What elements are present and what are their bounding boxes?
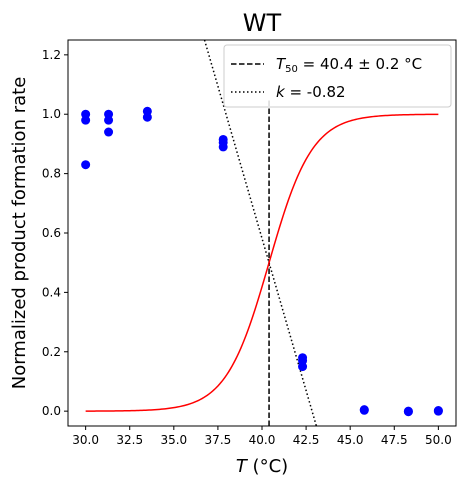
legend-k-symbol: k — [276, 83, 286, 101]
legend-t50-label: T50 = 40.4 ± 0.2 °C — [276, 55, 422, 75]
data-point — [104, 115, 114, 125]
x-tick-label: 47.5 — [381, 433, 408, 447]
legend: T50 = 40.4 ± 0.2 °C k = -0.82 — [223, 44, 452, 108]
legend-k-label: k = -0.82 — [276, 83, 346, 101]
x-tick-label: 37.5 — [205, 433, 232, 447]
y-tick-label: 0.4 — [42, 285, 61, 299]
data-point — [359, 405, 369, 415]
x-axis-label-symbol: T — [236, 456, 249, 477]
legend-t50-subscript: 50 — [285, 64, 298, 75]
legend-t50-symbol: T — [276, 55, 287, 73]
y-axis-ticks: 0.0 0.2 0.4 0.6 0.8 1.0 1.2 — [42, 48, 68, 418]
x-tick-label: 30.0 — [72, 433, 99, 447]
data-point — [142, 112, 152, 122]
data-point — [433, 406, 443, 416]
sigmoid-fit-curve — [85, 113, 439, 412]
y-tick-label: 0.0 — [42, 404, 61, 418]
data-point — [218, 142, 228, 152]
x-tick-label: 35.0 — [160, 433, 187, 447]
chart-title: WT — [243, 9, 282, 37]
y-axis-label: Normalized product formation rate — [9, 77, 30, 390]
x-tick-label: 40.0 — [249, 433, 276, 447]
y-tick-label: 0.2 — [42, 345, 61, 359]
x-tick-label: 32.5 — [116, 433, 143, 447]
y-tick-label: 1.0 — [42, 107, 61, 121]
x-axis-label: T (°C) — [236, 456, 288, 477]
legend-t50-value: = 40.4 ± 0.2 °C — [298, 55, 422, 73]
slope-dotted-line — [203, 40, 318, 426]
x-tick-label: 45.0 — [337, 433, 364, 447]
legend-k-value: = -0.82 — [285, 83, 346, 101]
data-points — [81, 106, 443, 417]
plot-frame — [67, 39, 457, 427]
y-tick-label: 0.6 — [42, 226, 61, 240]
x-tick-label: 42.5 — [293, 433, 320, 447]
legend-box — [223, 44, 452, 108]
x-tick-label: 50.0 — [425, 433, 452, 447]
data-point — [403, 407, 413, 417]
data-point — [81, 115, 91, 125]
x-axis-ticks: 30.0 32.5 35.0 37.5 40.0 42.5 45.0 47.5 50.0 — [72, 426, 452, 447]
y-tick-label: 0.8 — [42, 167, 61, 181]
data-point — [298, 362, 308, 372]
y-tick-label: 1.2 — [42, 48, 61, 62]
x-axis-label-unit: (°C) — [247, 456, 288, 477]
data-point — [81, 160, 91, 170]
data-point — [104, 127, 114, 137]
